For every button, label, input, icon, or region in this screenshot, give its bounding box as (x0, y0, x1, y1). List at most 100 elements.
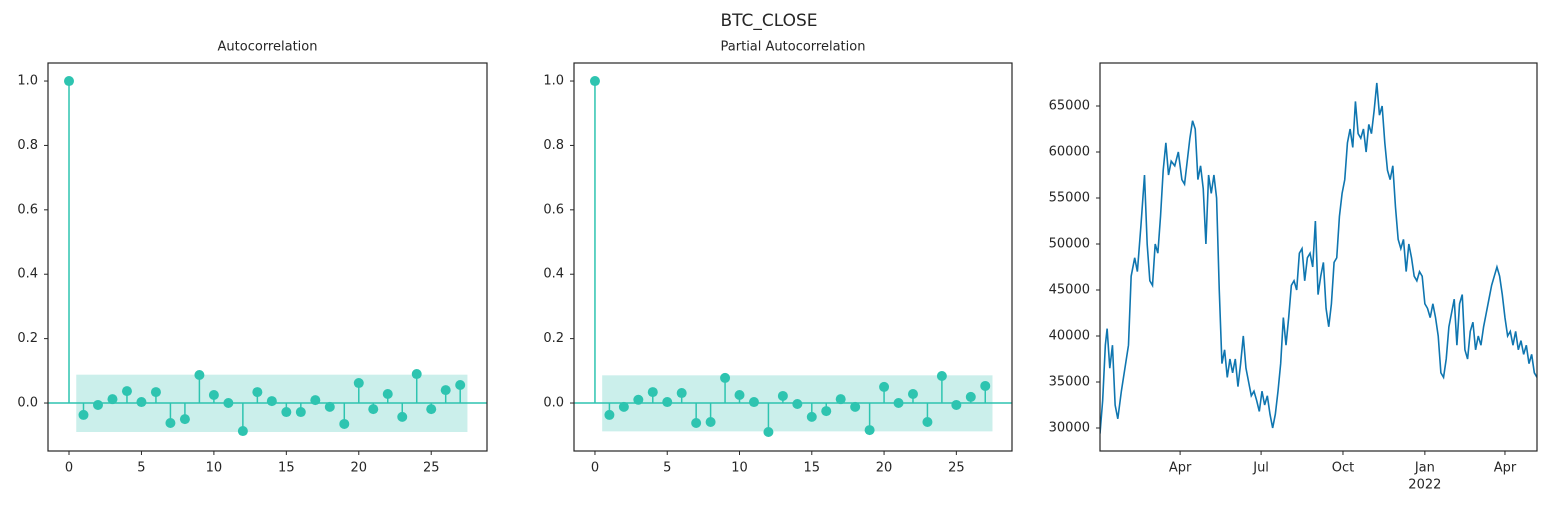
y-tick-label: 35000 (1049, 375, 1090, 390)
y-tick-label: 0.2 (17, 331, 38, 346)
stem-marker (589, 76, 600, 87)
subplot-title: Partial Autocorrelation (721, 40, 866, 55)
stem-marker (324, 401, 335, 412)
stem-marker (194, 370, 205, 381)
stem-marker (64, 76, 75, 87)
stem-marker (748, 397, 759, 408)
stem-marker (907, 389, 918, 400)
price-line (1100, 82, 1537, 434)
stem-marker (382, 389, 393, 400)
stem-marker (777, 390, 788, 401)
y-tick-label: 60000 (1049, 145, 1090, 160)
stem-marker (893, 398, 904, 409)
subplot-title: Autocorrelation (218, 40, 318, 55)
y-tick-label: 1.0 (543, 74, 564, 89)
subplot: Autocorrelation 0.0 0.2 0.4 0.6 0.8 1.0 0 5 10 15 2… (17, 40, 488, 476)
stem-marker (136, 397, 147, 408)
stem-marker (662, 397, 673, 408)
stem-marker (353, 378, 364, 389)
stem-marker (951, 399, 962, 410)
stem-marker (368, 404, 379, 415)
stem-marker (936, 370, 947, 381)
stem-marker (734, 389, 745, 400)
stem-marker (676, 388, 687, 399)
x-tick-label: 10 (731, 461, 748, 476)
y-tick-label: 0.6 (543, 202, 564, 217)
stem-marker (252, 387, 263, 398)
x-tick-label: 20 (351, 461, 368, 476)
stem-marker (691, 417, 702, 428)
stem-marker (850, 401, 861, 412)
stem-marker (310, 395, 321, 406)
x-tick-label: 5 (663, 461, 671, 476)
y-tick-label: 0.0 (543, 396, 564, 411)
stem-marker (647, 387, 658, 398)
stem-marker (150, 387, 161, 398)
axes-frame (47, 62, 488, 452)
stem-marker (266, 396, 277, 407)
stem-marker (455, 379, 466, 390)
x-tick-label: 20 (876, 461, 893, 476)
stem-marker (411, 369, 422, 380)
stem-marker (922, 417, 933, 428)
x-tick-label: 15 (804, 461, 821, 476)
y-tick-label: 0.0 (17, 396, 38, 411)
x-tick-label: 15 (278, 461, 295, 476)
y-tick-label: 30000 (1049, 421, 1090, 436)
subplot: Partial Autocorrelation 0.0 0.2 0.4 0.6 0.8 1.… (543, 40, 1013, 476)
stem-marker (604, 409, 615, 420)
x-tick-label: Apr (1169, 461, 1192, 476)
x-tick-sublabel: 2022 (1408, 478, 1441, 493)
y-tick-label: 0.4 (17, 267, 38, 282)
stem-marker (426, 404, 437, 415)
stem-marker (78, 409, 89, 420)
y-tick-label: 0.8 (17, 138, 38, 153)
stem-marker (208, 389, 219, 400)
y-tick-label: 45000 (1049, 283, 1090, 298)
x-tick-label: Apr (1494, 461, 1517, 476)
stem-marker (223, 398, 234, 409)
stem-marker (295, 407, 306, 418)
x-tick-label: 5 (137, 461, 145, 476)
x-tick-label: 0 (591, 461, 599, 476)
y-tick-label: 55000 (1049, 191, 1090, 206)
stem-marker (440, 385, 451, 396)
stem-marker (165, 417, 176, 428)
stem-marker (792, 398, 803, 409)
stem-marker (618, 401, 629, 412)
stem-marker (835, 394, 846, 405)
stem-marker (92, 399, 103, 410)
y-tick-label: 1.0 (17, 74, 38, 89)
axes-frame (573, 62, 1013, 452)
axes-frame (1099, 62, 1538, 452)
subplot: 30000 35000 40000 45000 50000 55000 60000 65000… (1049, 62, 1538, 493)
y-tick-label: 0.8 (543, 138, 564, 153)
stem-marker (633, 394, 644, 405)
stem-marker (763, 427, 774, 438)
stem-marker (339, 418, 350, 429)
y-tick-label: 65000 (1049, 99, 1090, 114)
y-tick-label: 50000 (1049, 237, 1090, 252)
x-tick-label: 10 (206, 461, 223, 476)
stem-marker (121, 386, 132, 397)
y-tick-label: 40000 (1049, 329, 1090, 344)
stem-marker (705, 417, 716, 428)
stem-marker (107, 394, 118, 405)
y-tick-label: 0.2 (543, 331, 564, 346)
figure-title: BTC_CLOSE (720, 11, 817, 31)
stem-marker (980, 380, 991, 391)
stem-marker (821, 406, 832, 417)
stem-marker (864, 425, 875, 436)
x-tick-label: 25 (948, 461, 965, 476)
stem-marker (179, 414, 190, 425)
x-tick-label: Oct (1332, 461, 1354, 476)
stem-marker (397, 411, 408, 422)
stem-marker (806, 411, 817, 422)
x-tick-label: Jul (1252, 461, 1269, 476)
y-tick-label: 0.4 (543, 267, 564, 282)
stem-marker (965, 391, 976, 402)
stem-marker (879, 381, 890, 392)
x-tick-label: 25 (423, 461, 440, 476)
